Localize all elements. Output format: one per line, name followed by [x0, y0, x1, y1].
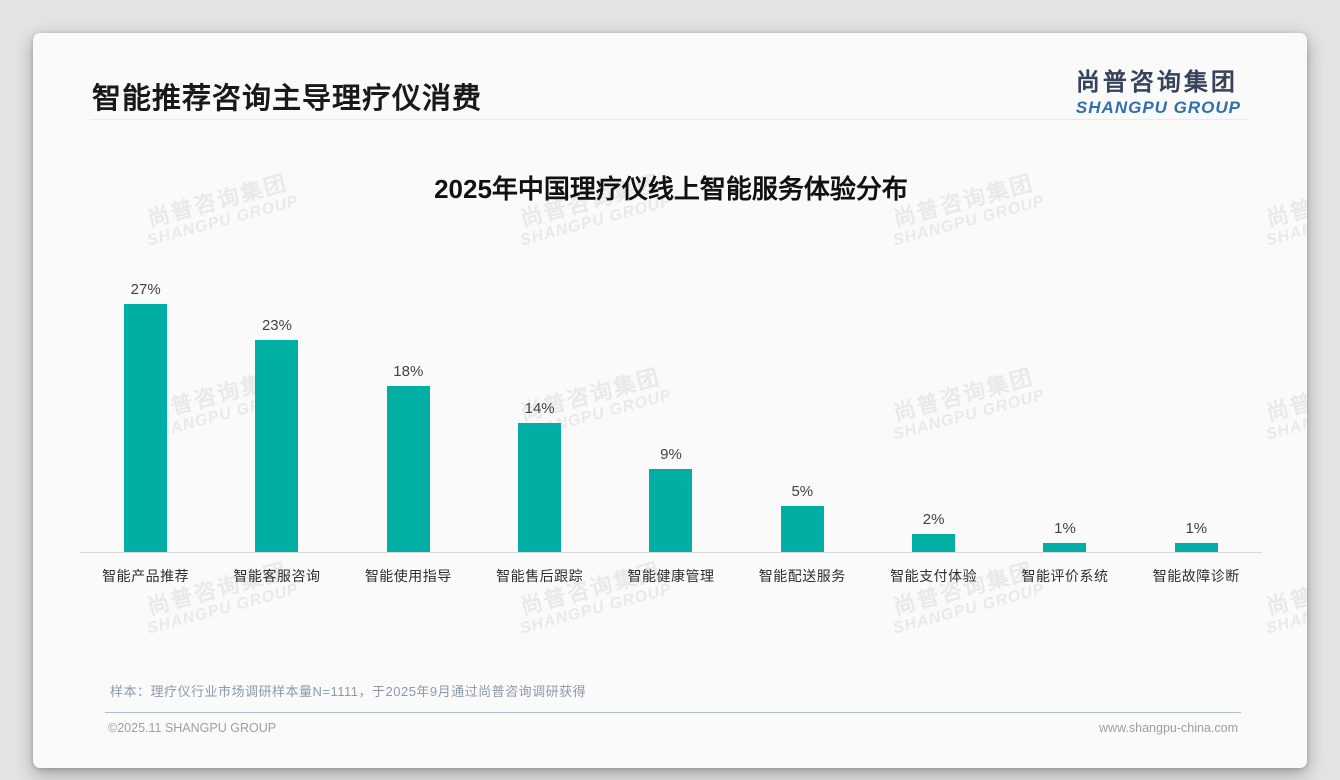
x-axis-label: 智能支付体验: [890, 568, 978, 584]
watermark-line2: SHANGPU GROUP: [891, 580, 1047, 638]
bar-value-label: 1%: [1185, 519, 1208, 537]
bar: [124, 303, 168, 552]
x-axis-line: [80, 552, 1262, 553]
page-title: 智能推荐咨询主导理疗仪消费: [92, 83, 483, 115]
bar-column: 27%: [80, 269, 211, 552]
bar-value-label: 23%: [261, 317, 292, 335]
footer: ©2025.11 SHANGPU GROUP www.shangpu-china…: [108, 721, 1238, 735]
bar-value-label: 9%: [660, 446, 682, 464]
watermark-line2: SHANGPU GROUP: [1264, 581, 1307, 638]
bar: [780, 506, 824, 552]
bar: [912, 533, 956, 552]
company-logo: 尚普咨询集团 SHANGPU GROUP: [1076, 62, 1241, 118]
bar-value-label: 27%: [130, 280, 161, 298]
bar-column: 18%: [343, 269, 474, 552]
bar-column: 1%: [999, 269, 1130, 552]
bar: [649, 469, 693, 552]
footer-divider: [105, 712, 1241, 713]
x-axis-label: 智能配送服务: [758, 568, 846, 584]
x-axis-label: 智能产品推荐: [102, 568, 190, 584]
chart-bars-area: 27% 23% 18% 14% 9% 5% 2% 1% 1%: [80, 269, 1262, 552]
bar-value-label: 5%: [791, 483, 814, 500]
x-axis-label: 智能售后跟踪: [496, 568, 584, 584]
header-divider: [90, 119, 1248, 120]
x-axis-label: 智能健康管理: [627, 568, 715, 584]
x-axis-label: 智能故障诊断: [1152, 568, 1240, 584]
bar-value-label: 1%: [1054, 519, 1076, 537]
bar-column: 23%: [211, 269, 342, 552]
bar: [386, 386, 430, 552]
logo-chinese-text: 尚普咨询集团: [1075, 69, 1238, 96]
bar: [255, 340, 299, 552]
x-axis-label: 智能使用指导: [364, 568, 452, 584]
watermark-line2: SHANGPU GROUP: [518, 580, 674, 638]
bar: [518, 423, 562, 552]
bar: [1043, 542, 1087, 552]
slide-card: 尚普咨询集团 SHANGPU GROUP 尚普咨询集团 SHANGPU GROUP 尚普…: [33, 33, 1307, 768]
bar-value-label: 18%: [393, 363, 424, 381]
bar-column: 9%: [605, 269, 736, 552]
x-axis-labels: 智能产品推荐 智能客服咨询 智能使用指导 智能售后跟踪 智能健康管理 智能配送服务 智能支付…: [80, 566, 1262, 586]
sample-note: 样本：理疗仪行业市场调研样本量N=1111，于2025年9月通过尚普咨询调研获得: [110, 684, 587, 699]
bar-chart: 27% 23% 18% 14% 9% 5% 2% 1% 1% 智能产品推荐 智能客服咨询 智能使用指…: [80, 269, 1262, 586]
bar-column: 5%: [737, 269, 868, 552]
bar-column: 14%: [474, 269, 605, 552]
x-axis-label: 智能客服咨询: [233, 568, 321, 584]
copyright-text: ©2025.11 SHANGPU GROUP: [108, 721, 277, 735]
website-text: www.shangpu-china.com: [1099, 721, 1238, 735]
bar-value-label: 2%: [922, 510, 945, 528]
bar: [1174, 542, 1218, 552]
watermark-line2: SHANGPU GROUP: [145, 580, 301, 638]
chart-title: 2025年中国理疗仪线上智能服务体验分布: [434, 174, 908, 204]
bar-column: 2%: [868, 269, 999, 552]
bar-value-label: 14%: [524, 400, 555, 418]
x-axis-label: 智能评价系统: [1021, 568, 1109, 584]
bar-column: 1%: [1131, 269, 1262, 552]
logo-english-text: SHANGPU GROUP: [1075, 98, 1241, 117]
